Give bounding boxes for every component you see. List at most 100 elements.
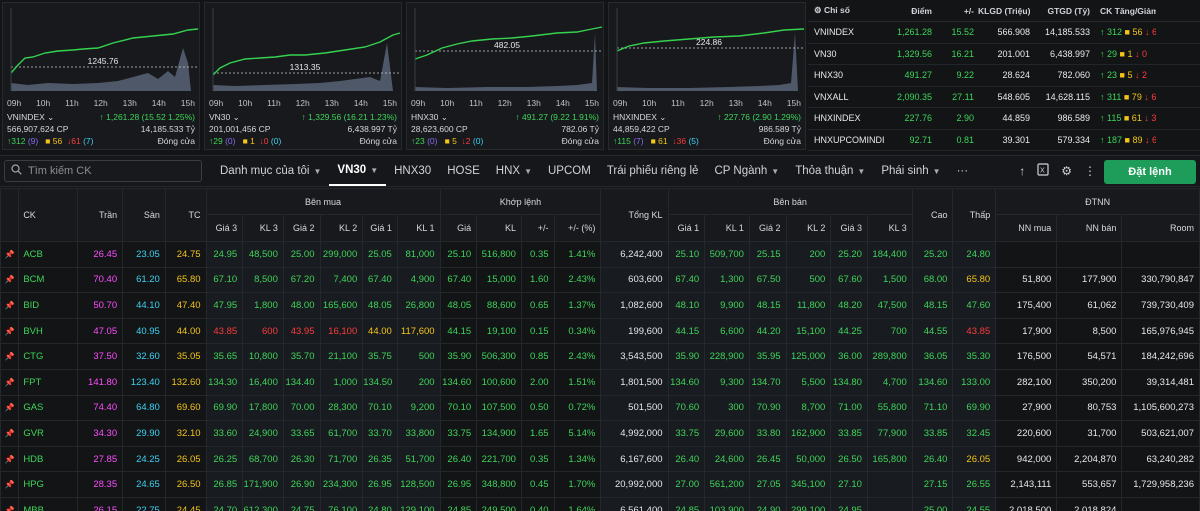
board-cell: 0.45: [520, 471, 555, 498]
symbol-cell[interactable]: BID: [18, 292, 79, 319]
col-tong-kl: Tổng KL: [600, 188, 669, 242]
board-cell: 68,700: [242, 445, 284, 473]
table-row[interactable]: 📌 CTG 37.50 32.60 35.05 35.65 10,800 35.70 21,10…: [0, 343, 1200, 370]
table-row[interactable]: 📌 BCM 70.40 61.20 65.80 67.10 8,500 67.20 7,400 6…: [0, 266, 1200, 294]
tab-ph-i-sinh[interactable]: Phái sinh ▼: [873, 156, 948, 186]
symbol-cell[interactable]: CTG: [18, 343, 79, 370]
board-cell: 36.05: [911, 343, 954, 370]
chart-index-name[interactable]: HNX30 ⌄: [411, 112, 448, 122]
excel-icon[interactable]: X: [1037, 163, 1049, 179]
index-row[interactable]: VNXALL 2,090.35 27.11 548.605 14,628.115 ↑ 31…: [808, 87, 1200, 108]
index-chart-vnindex[interactable]: 1245.76 09h 10h 11h 12h 13h 14h 15h VNINDEX ⌄ ↑ 1…: [2, 2, 200, 150]
board-cell: 65.80: [952, 266, 997, 294]
chart-index-name[interactable]: HNXINDEX ⌄: [613, 112, 667, 122]
index-chart-hnxindex[interactable]: 224.86 09h 10h 11h 12h 13h 14h 15h HNXINDEX ⌄ ↑ 2…: [608, 2, 806, 150]
index-row[interactable]: HNX30 491.27 9.22 28.624 782.060 ↑ 23 ■ 5 ↓ 2: [808, 65, 1200, 87]
table-row[interactable]: 📌 ACB 26.45 23.05 24.75 24.95 48,500 25.00 299,0…: [0, 241, 1200, 268]
gear-icon[interactable]: ⚙: [1061, 164, 1072, 178]
index-point: 1,261.28: [896, 27, 932, 38]
board-cell: 561,200: [704, 471, 750, 498]
table-row[interactable]: 📌 HPG 28.35 24.65 26.50 26.85 171,900 26.90 234,…: [0, 471, 1200, 498]
chart-change: ↑ 491.27 (9.22 1.91%): [515, 112, 599, 122]
symbol-cell[interactable]: HDB: [18, 445, 79, 473]
tab-label: UPCOM: [548, 165, 591, 177]
symbol-cell[interactable]: HPG: [18, 471, 79, 498]
foreign-cell: 27,900: [995, 394, 1058, 422]
tab--[interactable]: ···: [949, 156, 977, 186]
index-chart-vn30[interactable]: 1313.35 09h 10h 11h 12h 13h 14h 15h VN30 ⌄ ↑ 1,32…: [204, 2, 402, 150]
index-row[interactable]: HNXUPCOMINDI 92.71 0.81 39.301 579.334 ↑ 187 …: [808, 130, 1200, 151]
tab-upcom[interactable]: UPCOM: [540, 156, 599, 186]
tab-tr-i-phi-u-ri-ng-l-[interactable]: Trái phiếu riêng lẻ: [599, 156, 707, 186]
index-volume: 566.908: [997, 27, 1030, 38]
board-cell: 249,500: [476, 496, 522, 511]
symbol-cell[interactable]: GVR: [18, 420, 79, 447]
foreign-cell: 2,018,500: [995, 496, 1058, 511]
tab-hnx30[interactable]: HNX30: [386, 156, 439, 186]
tab-th-a-thu-n[interactable]: Thỏa thuận ▼: [787, 156, 873, 186]
place-order-button[interactable]: Đặt lệnh: [1104, 160, 1196, 184]
table-row[interactable]: 📌 BID 50.70 44.10 47.40 47.95 1,800 48.00 165,60…: [0, 292, 1200, 319]
symbol-cell[interactable]: BCM: [18, 266, 79, 294]
index-chart-hnx30[interactable]: 482.05 09h 10h 11h 12h 13h 14h 15h HNX30 ⌄ ↑ 491.…: [406, 2, 604, 150]
table-row[interactable]: 📌 MBB 26.15 22.75 24.45 24.70 612,300 24.75 76,1…: [0, 496, 1200, 511]
board-cell: 8,700: [785, 394, 832, 422]
pin-icon[interactable]: 📌: [0, 445, 20, 473]
index-breadth: ↑ 115 ■ 61 ↓ 36: [1100, 113, 1156, 124]
foreign-cell: 39,314,481: [1121, 368, 1200, 396]
symbol-cell[interactable]: GAS: [18, 394, 79, 422]
tab-vn30[interactable]: VN30 ▼: [329, 156, 387, 186]
table-row[interactable]: 📌 GVR 34.30 29.90 32.10 33.60 24,900 33.65 61,70…: [0, 420, 1200, 447]
time-tick: 11h: [65, 98, 79, 108]
board-cell: 26.95: [362, 471, 398, 498]
index-change: 16.21: [951, 48, 974, 59]
table-row[interactable]: 📌 BVH 47.05 40.95 44.00 43.85 600 43.95 16,100 44…: [0, 317, 1200, 345]
reference-price: 24.45: [164, 496, 207, 511]
symbol-cell[interactable]: FPT: [18, 368, 79, 396]
board-cell: 600: [242, 317, 284, 345]
symbol-cell[interactable]: BVH: [18, 317, 79, 345]
pin-icon[interactable]: 📌: [0, 496, 20, 511]
table-row[interactable]: 📌 HDB 27.85 24.25 26.05 26.25 68,700 26.30 71,70…: [0, 445, 1200, 473]
board-cell: 348,800: [476, 471, 522, 498]
index-name: HNXUPCOMINDI: [814, 134, 885, 145]
tab-danh-m-c-c-a-t-i[interactable]: Danh mục của tôi ▼: [212, 156, 329, 186]
pin-icon[interactable]: 📌: [0, 292, 20, 319]
tab-hose[interactable]: HOSE: [439, 156, 488, 186]
pin-icon[interactable]: 📌: [0, 317, 20, 345]
board-cell: 70.10: [439, 394, 478, 422]
index-row[interactable]: VNINDEX 1,261.28 15.52 566.908 14,185.533 ↑ 3…: [808, 22, 1200, 44]
board-cell: 67.40: [362, 266, 398, 294]
chart-index-name[interactable]: VN30 ⌄: [209, 112, 240, 122]
time-axis: 09h 10h 11h 12h 13h 14h 15h: [613, 98, 801, 108]
symbol-cell[interactable]: MBB: [18, 496, 79, 511]
board-cell: 48.15: [911, 292, 954, 319]
chart-index-name[interactable]: VNINDEX ⌄: [7, 112, 55, 122]
pin-icon[interactable]: 📌: [0, 471, 20, 498]
search-input[interactable]: [28, 165, 188, 177]
board-cell: 125,000: [785, 343, 832, 370]
floor-price: 32.60: [122, 343, 166, 370]
table-row[interactable]: 📌 GAS 74.40 64.80 69.60 69.90 17,800 70.00 28,30…: [0, 394, 1200, 422]
pin-icon[interactable]: 📌: [0, 266, 20, 294]
index-row[interactable]: HNXINDEX 227.76 2.90 44.859 986.589 ↑ 115 ■ 6…: [808, 108, 1200, 130]
more-vertical-icon[interactable]: ⋮: [1084, 164, 1096, 178]
tab-cp-ng-nh[interactable]: CP Ngành ▼: [706, 156, 787, 186]
pin-icon[interactable]: 📌: [0, 420, 20, 447]
board-cell: 1,800: [242, 292, 284, 319]
col-ck[interactable]: CK: [18, 188, 79, 242]
board-cell: 15,000: [476, 266, 522, 294]
index-row[interactable]: VN30 1,329.56 16.21 201.001 6,438.997 ↑ 29 ■ …: [808, 44, 1200, 65]
chart-breadth: ↑312 (9) ■ 56 ↓61 (7): [7, 136, 94, 146]
tab-hnx[interactable]: HNX ▼: [488, 156, 540, 186]
table-row[interactable]: 📌 FPT 141.80 123.40 132.60 134.30 16,400 134.40…: [0, 368, 1200, 396]
pin-icon[interactable]: 📌: [0, 241, 20, 268]
pin-icon[interactable]: 📌: [0, 394, 20, 422]
symbol-cell[interactable]: ACB: [18, 241, 79, 268]
pin-icon[interactable]: 📌: [0, 343, 20, 370]
board-cell: 48.05: [439, 292, 478, 319]
sub-header-cell: KL 3: [242, 214, 284, 242]
search-box[interactable]: [4, 160, 202, 182]
arrow-up-icon[interactable]: ↑: [1019, 164, 1026, 178]
pin-icon[interactable]: 📌: [0, 368, 20, 396]
